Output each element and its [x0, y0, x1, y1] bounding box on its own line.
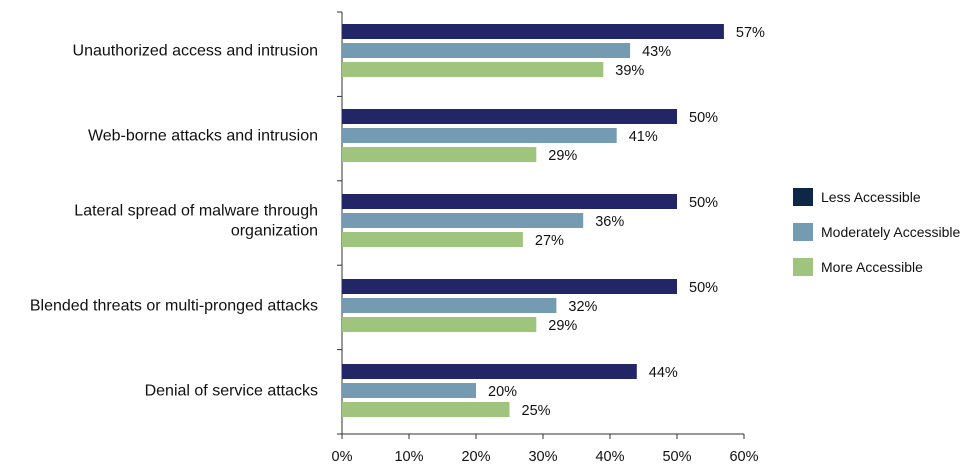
category-label: organization [231, 223, 318, 240]
x-tick-label: 50% [662, 449, 691, 465]
category-label: Blended threats or multi-pronged attacks [30, 298, 318, 315]
x-tick-label: 0% [332, 449, 353, 465]
legend-label: Less Accessible [821, 189, 921, 205]
x-tick-label: 60% [729, 449, 758, 465]
x-tick-label: 40% [595, 449, 624, 465]
value-label: 20% [488, 384, 517, 400]
x-tick-label: 20% [461, 449, 490, 465]
value-label: 25% [522, 403, 551, 419]
category-label: Web-borne attacks and intrusion [88, 128, 318, 145]
bar [342, 109, 677, 124]
category-label: Denial of service attacks [145, 383, 318, 400]
bar [342, 232, 523, 247]
x-tick-label: 30% [528, 449, 557, 465]
bar [342, 24, 724, 39]
value-label: 50% [689, 110, 718, 126]
bar [342, 298, 557, 313]
bar [342, 62, 604, 77]
value-label: 36% [595, 214, 624, 230]
bar [342, 364, 637, 379]
bar [342, 128, 617, 143]
bar [342, 43, 631, 58]
bar [342, 383, 476, 398]
category-label: Unauthorized access and intrusion [73, 43, 318, 60]
value-label: 50% [689, 195, 718, 211]
value-label: 32% [568, 299, 597, 315]
value-label: 44% [649, 365, 678, 381]
value-label: 39% [615, 63, 644, 79]
value-label: 41% [629, 129, 658, 145]
value-label: 50% [689, 280, 718, 296]
bar [342, 194, 677, 209]
category-label: Lateral spread of malware through [74, 203, 318, 220]
value-label: 29% [548, 318, 577, 334]
legend-label: More Accessible [821, 259, 923, 275]
legend-swatch [793, 223, 813, 241]
bar [342, 402, 510, 417]
bar [342, 317, 537, 332]
value-label: 43% [642, 44, 671, 60]
bar [342, 147, 537, 162]
x-tick-label: 10% [394, 449, 423, 465]
value-label: 29% [548, 148, 577, 164]
bar [342, 279, 677, 294]
legend-swatch [793, 188, 813, 206]
value-label: 27% [535, 233, 564, 249]
bar [342, 213, 584, 228]
legend-label: Moderately Accessible [821, 224, 961, 240]
value-label: 57% [736, 25, 765, 41]
legend-swatch [793, 258, 813, 276]
